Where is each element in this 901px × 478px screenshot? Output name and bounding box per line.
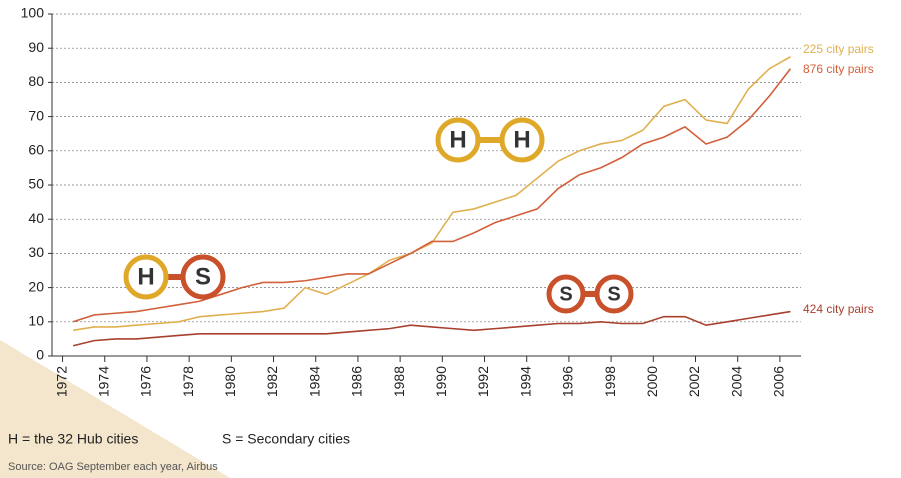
series-line: [72, 68, 792, 323]
x-tick-label: 1972: [53, 366, 69, 397]
legend-note: H = the 32 Hub cities: [8, 431, 138, 447]
x-tick-label: 1986: [349, 366, 365, 397]
x-tick-label: 1988: [391, 366, 407, 397]
y-tick-label: 50: [28, 176, 44, 192]
x-tick-label: 1976: [138, 366, 154, 397]
y-tick-label: 80: [28, 73, 44, 89]
x-tick-label: 2004: [728, 366, 744, 397]
x-tick-label: 2006: [771, 366, 787, 397]
badge-letter: S: [195, 263, 211, 290]
x-tick-label: 1990: [433, 366, 449, 397]
y-tick-label: 100: [21, 5, 45, 21]
badge-ring: [499, 117, 545, 163]
badge-ring: [594, 274, 634, 314]
series-label: 225 city pairs: [803, 42, 874, 56]
x-tick-label: 1992: [475, 366, 491, 397]
y-tick-label: 30: [28, 244, 44, 260]
badge-ring: [180, 254, 226, 300]
x-tick-label: 2002: [686, 366, 702, 397]
source: Source: OAG September each year, Airbus: [8, 461, 218, 473]
badge-letter: H: [449, 126, 466, 153]
series-label: 876 city pairs: [803, 62, 874, 76]
x-tick-label: 1982: [264, 366, 280, 397]
legend-note: S = Secondary cities: [222, 431, 350, 447]
x-tick-label: 1998: [602, 366, 618, 397]
y-tick-label: 90: [28, 39, 44, 55]
x-tick-label: 1994: [517, 366, 533, 397]
series-label: 424 city pairs: [803, 302, 874, 316]
series-line: [72, 56, 791, 332]
y-tick-label: 10: [28, 313, 44, 329]
y-tick-label: 0: [36, 347, 44, 363]
badge-letter: H: [513, 126, 530, 153]
y-tick-label: 70: [28, 107, 44, 123]
badge-ring: [435, 117, 481, 163]
x-tick-label: 1978: [180, 366, 196, 397]
decor: [0, 340, 230, 478]
y-tick-label: 40: [28, 210, 44, 226]
badge-letter: S: [559, 283, 572, 305]
badge-ring: [546, 274, 586, 314]
x-tick-label: 1980: [222, 366, 238, 397]
y-tick-label: 20: [28, 278, 44, 294]
series-line: [72, 310, 791, 347]
x-tick-label: 2000: [644, 366, 660, 397]
x-tick-label: 1984: [306, 366, 322, 397]
y-tick-label: 60: [28, 142, 44, 158]
badge-letter: S: [607, 283, 620, 305]
badge-letter: H: [137, 263, 154, 290]
x-tick-label: 1974: [95, 366, 111, 397]
x-tick-label: 1996: [560, 366, 576, 397]
badge-ring: [123, 254, 169, 300]
